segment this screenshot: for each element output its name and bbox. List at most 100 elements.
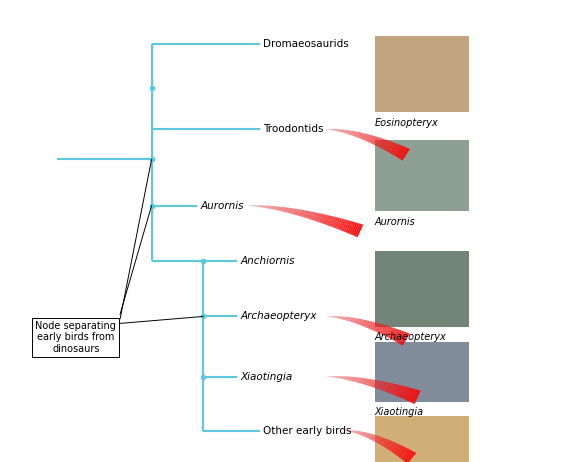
Polygon shape [352,430,353,432]
Polygon shape [351,131,353,135]
Polygon shape [393,329,400,341]
Polygon shape [397,331,404,343]
Polygon shape [389,143,396,153]
Polygon shape [403,387,410,400]
Polygon shape [374,137,379,145]
Polygon shape [295,209,299,215]
Polygon shape [388,142,395,152]
Text: Xiaotingia: Xiaotingia [240,371,292,382]
Polygon shape [398,386,404,397]
Polygon shape [367,379,370,386]
Polygon shape [349,130,352,135]
Polygon shape [353,318,356,323]
Polygon shape [376,381,380,389]
Polygon shape [360,432,363,436]
Polygon shape [368,135,372,143]
Polygon shape [388,383,394,394]
Polygon shape [363,134,367,140]
Polygon shape [413,390,420,404]
Polygon shape [358,431,360,435]
Polygon shape [358,377,360,383]
Polygon shape [339,129,340,132]
Polygon shape [293,208,297,215]
Polygon shape [270,206,272,209]
Polygon shape [345,130,348,134]
Polygon shape [352,318,355,322]
Polygon shape [358,132,361,138]
Polygon shape [379,139,384,148]
Polygon shape [331,217,336,227]
Polygon shape [345,317,347,321]
Polygon shape [378,324,383,333]
Polygon shape [332,217,338,228]
Polygon shape [400,148,408,160]
Polygon shape [301,210,305,217]
Polygon shape [354,431,356,433]
Polygon shape [370,135,374,143]
Polygon shape [403,450,411,461]
Polygon shape [360,319,364,326]
Polygon shape [277,207,280,211]
Polygon shape [383,140,389,150]
Polygon shape [285,207,288,213]
Polygon shape [394,330,402,341]
Polygon shape [408,389,415,401]
Polygon shape [351,222,358,235]
Polygon shape [398,447,406,456]
Polygon shape [367,134,371,142]
Polygon shape [283,207,287,212]
Bar [375,342,469,402]
Polygon shape [335,129,336,131]
Polygon shape [375,323,380,332]
Polygon shape [366,134,370,141]
Polygon shape [378,381,382,389]
Polygon shape [340,376,343,379]
Polygon shape [378,437,383,444]
Polygon shape [363,432,366,437]
Polygon shape [402,449,410,460]
Polygon shape [328,129,330,130]
Polygon shape [362,378,366,384]
Polygon shape [351,377,353,381]
Text: Other early birds: Other early birds [263,426,352,436]
Polygon shape [391,328,398,340]
Text: Archaeopteryx: Archaeopteryx [375,333,446,342]
Polygon shape [343,129,345,133]
Polygon shape [352,131,355,136]
Polygon shape [370,379,374,387]
Polygon shape [333,376,335,377]
Polygon shape [352,223,360,236]
Polygon shape [336,218,342,229]
Polygon shape [363,320,367,327]
Polygon shape [358,319,360,324]
Polygon shape [339,376,341,378]
Text: Anchiornis: Anchiornis [240,256,295,266]
Polygon shape [374,436,379,442]
Polygon shape [340,129,342,132]
Text: Archaeopteryx: Archaeopteryx [240,311,317,322]
Polygon shape [317,213,322,222]
Polygon shape [251,205,253,206]
Polygon shape [364,432,367,437]
Polygon shape [349,377,352,381]
Polygon shape [371,434,375,440]
Polygon shape [392,144,399,155]
Polygon shape [373,435,377,441]
Polygon shape [253,205,255,207]
Polygon shape [367,321,371,328]
Polygon shape [373,380,377,388]
Polygon shape [407,452,416,462]
Polygon shape [257,205,259,207]
Polygon shape [381,382,386,390]
Polygon shape [383,439,389,447]
Polygon shape [386,440,391,449]
Polygon shape [328,216,334,226]
Polygon shape [291,208,295,214]
Polygon shape [400,449,409,459]
Polygon shape [398,146,406,158]
Polygon shape [393,145,400,155]
Polygon shape [372,322,377,331]
Polygon shape [379,324,384,334]
Polygon shape [287,207,291,213]
Polygon shape [356,377,359,383]
